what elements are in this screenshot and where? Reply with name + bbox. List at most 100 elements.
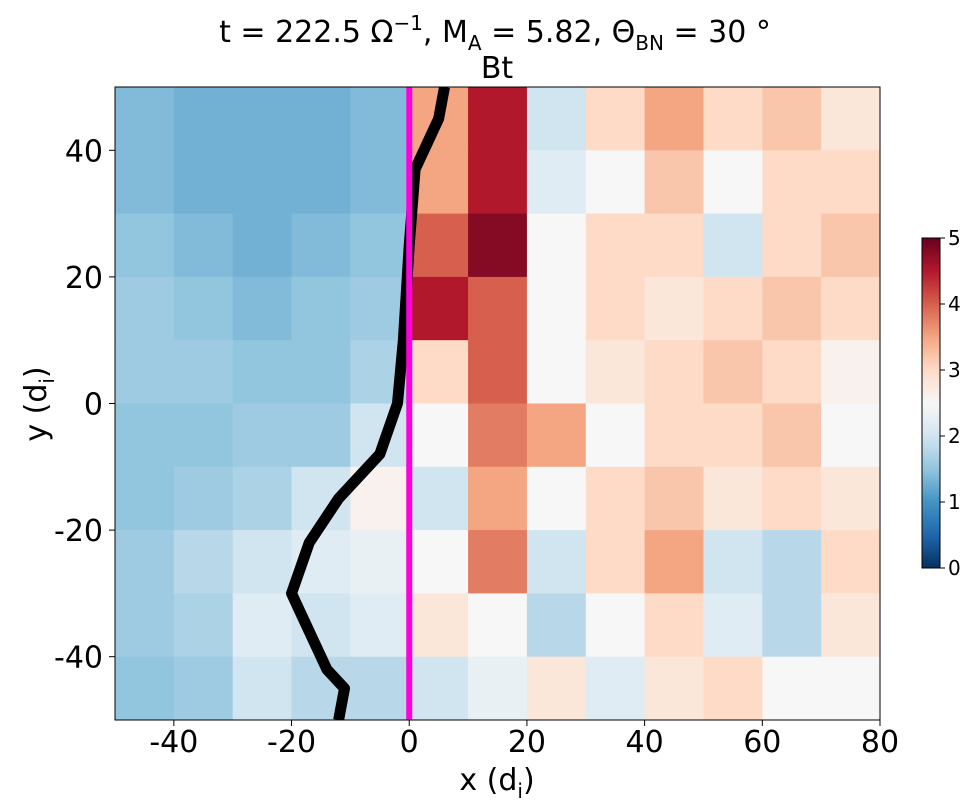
heatmap-cell <box>644 87 704 151</box>
heatmap-cell <box>526 276 587 341</box>
heatmap-cell <box>644 276 704 341</box>
heatmap-cell <box>468 340 528 404</box>
heatmap-cell <box>821 656 880 720</box>
x-tick-label: -40 <box>149 725 198 760</box>
x-tick-label: 60 <box>743 725 781 760</box>
heatmap-cell <box>232 656 293 720</box>
heatmap <box>115 87 880 720</box>
x-tick-label: 80 <box>861 725 899 760</box>
heatmap-cell <box>762 150 822 215</box>
heatmap-cell <box>526 213 587 278</box>
heatmap-cell <box>526 87 587 151</box>
heatmap-cell <box>703 530 763 594</box>
heatmap-cell <box>350 593 410 658</box>
heatmap-cell <box>585 593 646 658</box>
heatmap-cell <box>115 656 175 720</box>
heatmap-cell <box>115 530 175 594</box>
heatmap-cell <box>526 403 587 468</box>
heatmap-cell <box>409 213 469 278</box>
heatmap-cell <box>173 466 234 531</box>
colorbar <box>921 237 941 569</box>
heatmap-cell <box>468 466 528 531</box>
heatmap-cell <box>526 656 587 720</box>
heatmap-cell <box>821 466 880 531</box>
heatmap-cell <box>291 276 351 341</box>
heatmap-cell <box>526 150 587 215</box>
heatmap-cell <box>350 150 410 215</box>
heatmap-cell <box>232 530 293 594</box>
heatmap-cell <box>703 340 763 404</box>
heatmap-cell <box>644 530 704 594</box>
heatmap-cell <box>350 656 410 720</box>
heatmap-cell <box>821 340 880 404</box>
heatmap-cell <box>644 656 704 720</box>
heatmap-cell <box>703 150 763 215</box>
heatmap-cell <box>468 656 528 720</box>
heatmap-cell <box>585 340 646 404</box>
heatmap-cell <box>585 213 646 278</box>
heatmap-cell <box>115 150 175 215</box>
overlay-lines <box>286 87 450 720</box>
heatmap-cell <box>762 656 822 720</box>
heatmap-cell <box>585 403 646 468</box>
heatmap-cell <box>821 403 880 468</box>
heatmap-cell <box>644 403 704 468</box>
heatmap-cell <box>115 87 175 151</box>
heatmap-cell <box>821 276 880 341</box>
heatmap-cell <box>821 530 880 594</box>
heatmap-cell <box>644 466 704 531</box>
heatmap-cell <box>232 213 293 278</box>
x-tick-label: 20 <box>508 725 546 760</box>
heatmap-cell <box>526 530 587 594</box>
heatmap-cell <box>762 403 822 468</box>
y-tick-label: 40 <box>65 134 103 169</box>
heatmap-cell <box>173 340 234 404</box>
heatmap-cell <box>526 593 587 658</box>
y-tick-label: 20 <box>65 261 103 296</box>
heatmap-cell <box>585 530 646 594</box>
colorbar-tick-label: 0 <box>948 556 961 580</box>
heatmap-cell <box>703 656 763 720</box>
heatmap-cell <box>409 276 469 341</box>
heatmap-cell <box>585 276 646 341</box>
heatmap-cell <box>762 87 822 151</box>
heatmap-cell <box>232 466 293 531</box>
heatmap-cell <box>762 593 822 658</box>
chart-subtitle: Bt <box>481 51 514 86</box>
heatmap-cell <box>526 340 587 404</box>
heatmap-cell <box>409 340 469 404</box>
heatmap-cell <box>703 593 763 658</box>
heatmap-cell <box>173 276 234 341</box>
heatmap-cell <box>232 87 293 151</box>
heatmap-cell <box>762 340 822 404</box>
x-tick-label: 40 <box>626 725 664 760</box>
heatmap-cell <box>585 656 646 720</box>
heatmap-cell <box>762 530 822 594</box>
heatmap-cell <box>173 656 234 720</box>
heatmap-cell <box>232 276 293 341</box>
colorbar-tick-label: 2 <box>948 424 961 448</box>
heatmap-cell <box>350 530 410 594</box>
y-axis-label: y (di) <box>19 366 59 441</box>
heatmap-cell <box>703 87 763 151</box>
heatmap-cell <box>291 150 351 215</box>
heatmap-cell <box>821 593 880 658</box>
heatmap-cell <box>115 403 175 468</box>
heatmap-cell <box>762 466 822 531</box>
heatmap-cell <box>644 150 704 215</box>
heatmap-cell <box>644 340 704 404</box>
heatmap-cell <box>115 340 175 404</box>
heatmap-cell <box>409 466 469 531</box>
chart-title: t = 222.5 Ω−1, MA = 5.82, ΘBN = 30 ° <box>219 11 771 55</box>
heatmap-cell <box>468 87 528 151</box>
heatmap-cell <box>468 403 528 468</box>
heatmap-cell <box>350 87 410 151</box>
heatmap-cell <box>409 593 469 658</box>
heatmap-cell <box>291 340 351 404</box>
heatmap-cell <box>409 530 469 594</box>
heatmap-cell <box>703 276 763 341</box>
heatmap-cell <box>291 87 351 151</box>
heatmap-cell <box>703 466 763 531</box>
y-tick-label: 0 <box>84 388 103 423</box>
heatmap-cell <box>409 656 469 720</box>
